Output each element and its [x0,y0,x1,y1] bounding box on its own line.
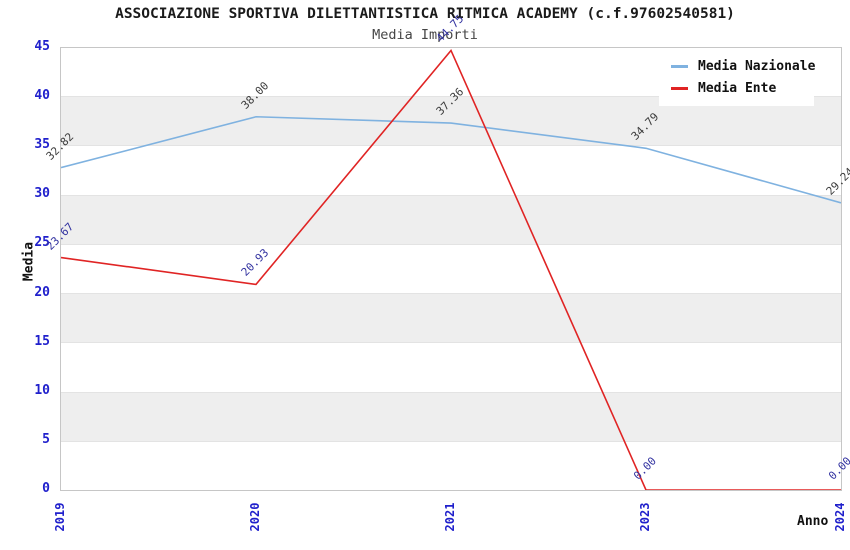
y-tick-label: 5 [42,431,50,447]
y-tick-label: 20 [34,284,50,300]
x-tick-label: 2020 [248,502,262,532]
grid-band [61,194,841,244]
grid-band [61,243,841,294]
legend-label: Media Nazionale [698,58,816,74]
y-tick-label: 45 [34,39,50,54]
grid-band [61,145,841,195]
y-axis-title: Media [21,241,37,282]
legend-item: Media Ente [671,81,814,96]
grid-band [61,342,841,392]
series-line [61,115,841,204]
y-tick-label: 15 [34,333,50,349]
legend-label: Media Ente [698,80,777,96]
legend: Media Nazionale Media Ente [659,48,816,106]
legend-line-swatch [671,86,688,90]
y-tick-label: 35 [34,137,50,153]
x-tick-label: 2021 [443,502,457,532]
series-lines [61,48,841,490]
x-axis-title: Anno [797,514,829,529]
grid-band [61,391,841,441]
legend-line-swatch [671,64,688,68]
grid-band [61,293,841,343]
x-tick-label: 2019 [53,502,67,532]
y-tick-label: 30 [34,186,50,202]
x-tick-label: 2023 [638,502,652,532]
y-tick-label: 0 [42,481,50,496]
x-tick-label: 2024 [833,502,847,532]
y-tick-label: 40 [34,88,50,104]
grid-band [61,440,841,490]
plot-area [60,47,842,491]
y-tick-label: 10 [34,382,50,398]
chart-subtitle: Media Importi [372,27,478,43]
chart-title: ASSOCIAZIONE SPORTIVA DILETTANTISTICA RI… [115,6,735,22]
legend-item: Media Nazionale [671,58,816,74]
y-tick-label: 25 [34,235,50,251]
series-line [61,48,841,490]
